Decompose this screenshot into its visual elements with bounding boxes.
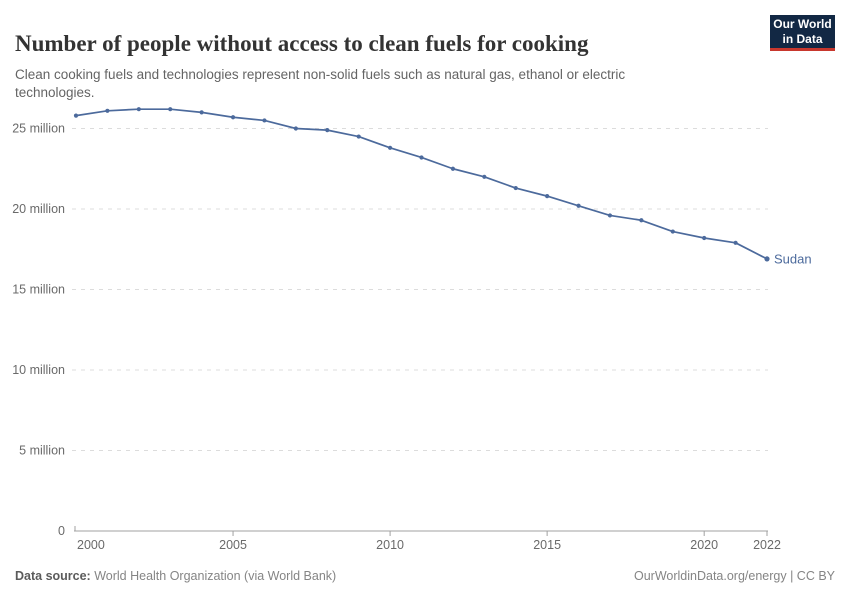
x-axis-tick-label: 2020	[690, 538, 718, 552]
owid-logo-line2: in Data	[782, 31, 823, 46]
x-axis-tick-label: 2010	[376, 538, 404, 552]
data-point[interactable]	[513, 185, 518, 191]
chart-footer: Data source: World Health Organization (…	[15, 569, 835, 583]
chart-title: Number of people without access to clean…	[15, 31, 589, 57]
data-point[interactable]	[639, 218, 644, 223]
data-point[interactable]	[73, 113, 79, 118]
owid-logo-line1: Our World	[773, 16, 832, 31]
owid-cc-by-link[interactable]: OurWorldinData.org/energy | CC BY	[633, 569, 835, 583]
data-point[interactable]	[105, 108, 110, 113]
x-axis-tick-label: 2015	[533, 538, 561, 552]
data-point[interactable]	[764, 256, 770, 262]
data-point[interactable]	[576, 203, 581, 208]
data-point[interactable]	[482, 174, 487, 179]
x-axis-tick-label: 2000	[77, 538, 105, 552]
data-point[interactable]	[419, 155, 424, 160]
data-point[interactable]	[670, 229, 675, 234]
data-point[interactable]	[230, 115, 236, 120]
data-source-label: Data source:	[15, 569, 91, 583]
y-axis-tick-label: 0	[58, 524, 65, 538]
data-point[interactable]	[136, 107, 141, 112]
data-point[interactable]	[733, 240, 738, 245]
data-point[interactable]	[356, 134, 361, 139]
data-point[interactable]	[702, 235, 707, 241]
y-axis-tick-label: 20 million	[12, 202, 65, 216]
data-point[interactable]	[262, 118, 267, 123]
owid-logo[interactable]: Our World in Data	[770, 15, 835, 51]
y-axis-tick-label: 10 million	[12, 363, 65, 377]
y-axis-tick-label: 15 million	[12, 283, 65, 297]
y-axis-tick-label: 5 million	[19, 444, 65, 458]
data-point[interactable]	[450, 166, 456, 171]
trend-line	[75, 108, 768, 260]
x-axis-tick-label: 2005	[219, 538, 247, 552]
data-point[interactable]	[168, 107, 173, 112]
data-point[interactable]	[545, 194, 550, 199]
data-source-text: World Health Organization (via World Ban…	[90, 569, 337, 583]
series-end-label[interactable]: Sudan	[774, 251, 812, 266]
data-point[interactable]	[325, 128, 330, 133]
y-axis-tick-label: 25 million	[12, 122, 65, 136]
data-point[interactable]	[607, 213, 613, 218]
chart-subtitle: Clean cooking fuels and technologies rep…	[15, 66, 626, 101]
data-point[interactable]	[387, 145, 393, 150]
data-source: Data source: World Health Organization (…	[15, 569, 336, 583]
data-point[interactable]	[293, 126, 298, 131]
data-point[interactable]	[199, 110, 204, 115]
x-axis-tick-label: 2022	[753, 538, 781, 552]
owid-logo-accent-bar	[770, 48, 835, 51]
